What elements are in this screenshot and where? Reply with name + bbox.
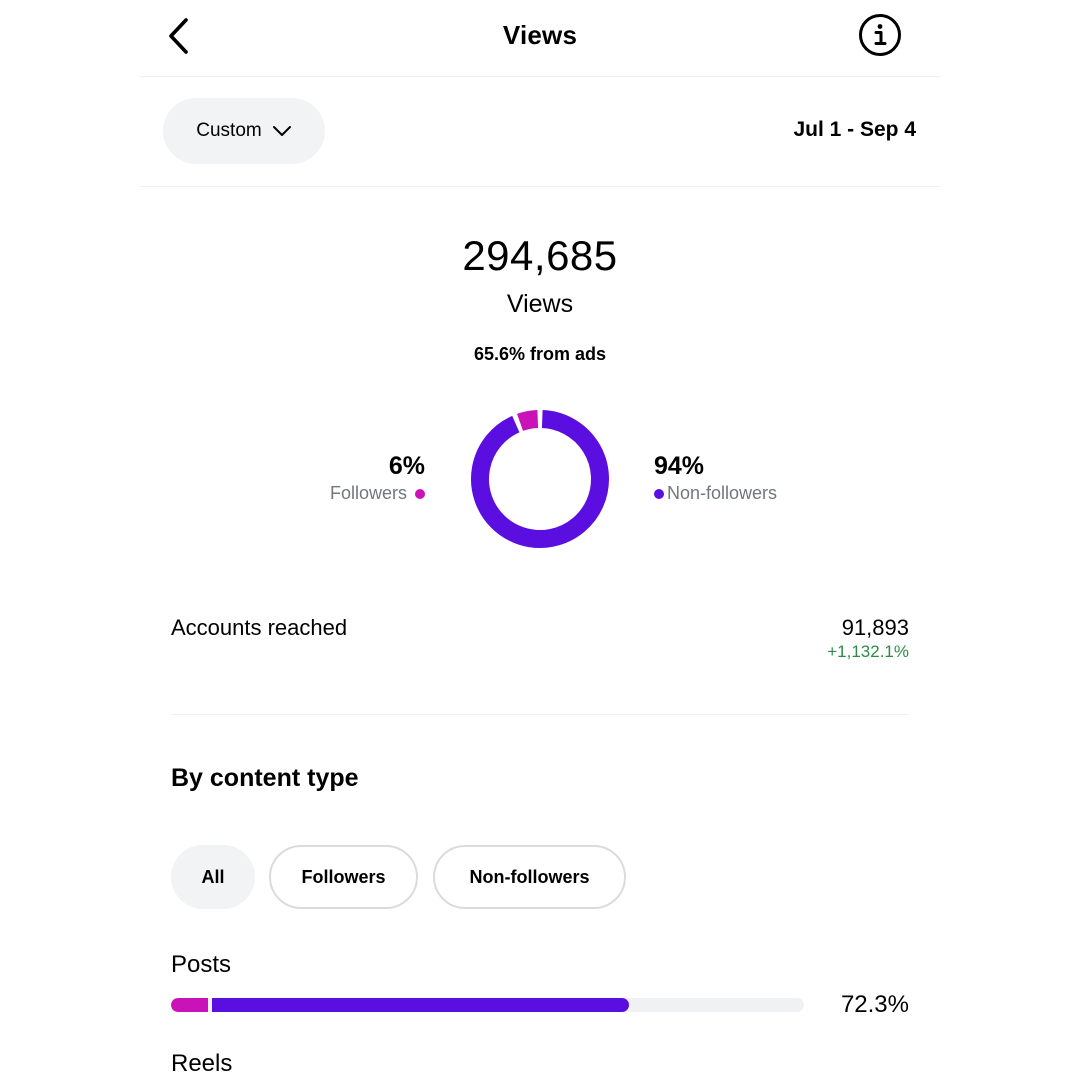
donut-segment-followers: [517, 410, 539, 432]
followers-color-dot: [415, 489, 425, 500]
accounts-reached-change: +1,132.1%: [827, 642, 909, 661]
filter-divider: [140, 186, 940, 187]
filter-chip-followers[interactable]: Followers: [269, 845, 418, 909]
info-icon: [859, 14, 901, 56]
ads-share-note: 65.6% from ads: [473, 344, 607, 364]
accounts-reached-label: Accounts reached: [171, 615, 348, 640]
chevron-down-icon: [272, 126, 291, 136]
followers-percent: 6%: [388, 452, 425, 480]
non-followers-legend: 94% Non-followers: [654, 452, 777, 504]
donut-segment-non-followers: [471, 410, 609, 548]
posts-percent: 72.3%: [840, 991, 909, 1018]
audience-donut-chart: [471, 410, 609, 548]
filter-chip-all-label: All: [201, 866, 225, 887]
content-posts-label: Posts: [171, 951, 232, 978]
filter-chip-non-followers-label: Non-followers: [469, 866, 590, 887]
back-button[interactable]: [158, 14, 198, 58]
date-range: Jul 1 - Sep 4: [793, 118, 916, 141]
content-reels-label: Reels: [171, 1050, 233, 1077]
info-button[interactable]: [858, 13, 902, 57]
non-followers-color-dot: [654, 489, 664, 500]
non-followers-label: Non-followers: [667, 483, 778, 503]
accounts-reached-value: 91,893: [841, 615, 909, 640]
filter-chip-followers-label: Followers: [301, 866, 386, 887]
page-title: Views: [502, 20, 578, 50]
total-views-value: 294,685: [462, 232, 618, 279]
total-views-label: Views: [506, 290, 574, 318]
filter-chip-all[interactable]: All: [171, 845, 255, 909]
followers-label: Followers: [329, 483, 407, 503]
header-divider: [140, 76, 940, 77]
posts-bar: [171, 998, 804, 1012]
posts-bar-non-followers: [211, 998, 629, 1012]
filter-chip-non-followers[interactable]: Non-followers: [433, 845, 626, 909]
period-dropdown[interactable]: Custom: [163, 98, 325, 164]
followers-legend: 6% Followers: [330, 452, 425, 504]
non-followers-percent: 94%: [654, 452, 705, 480]
posts-bar-followers: [171, 998, 208, 1012]
chevron-left-icon: [169, 18, 188, 54]
content-type-title: By content type: [171, 764, 359, 792]
period-dropdown-label: Custom: [196, 120, 262, 141]
reach-divider: [171, 714, 909, 715]
